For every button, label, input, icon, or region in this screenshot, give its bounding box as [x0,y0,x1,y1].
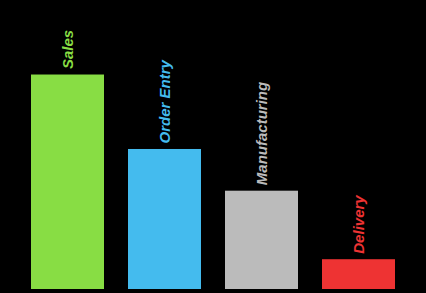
svg-text:Manufacturing: Manufacturing [253,82,270,185]
svg-text:Sales: Sales [59,30,76,69]
svg-text:Order Entry: Order Entry [156,59,173,143]
svg-text:Delivery: Delivery [350,195,367,254]
